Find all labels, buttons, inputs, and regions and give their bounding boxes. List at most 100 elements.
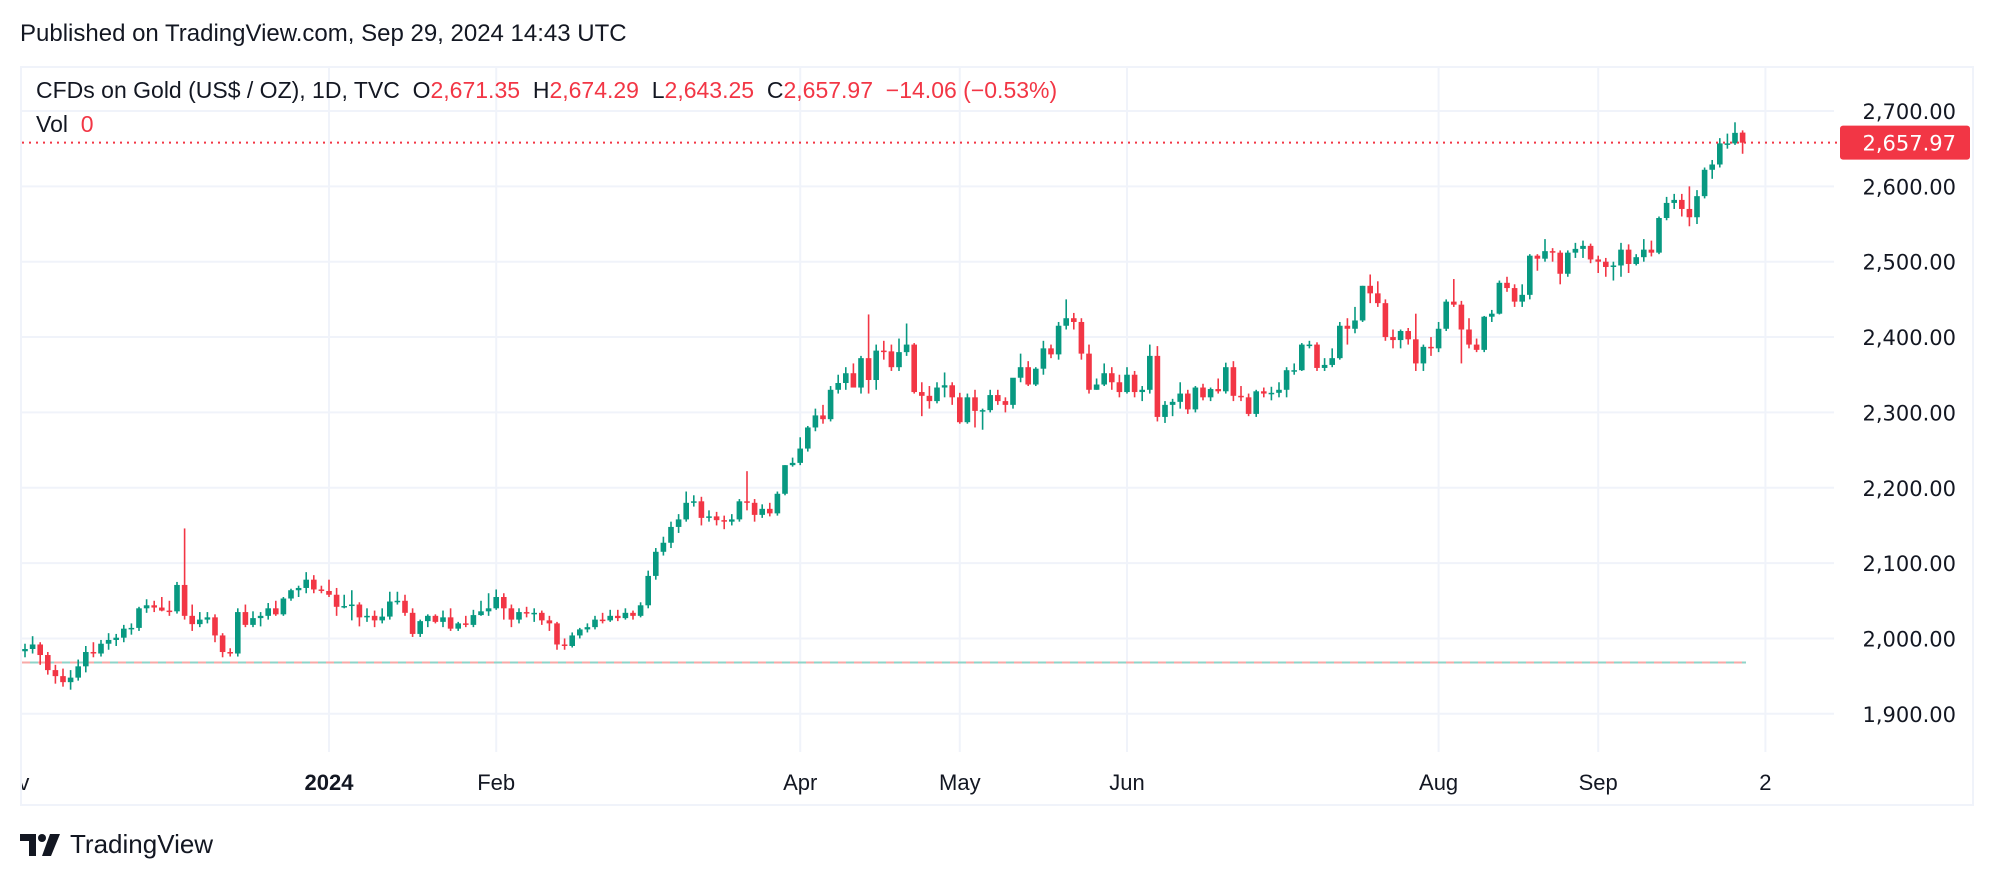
candle-down[interactable] bbox=[273, 608, 279, 615]
candle-down[interactable] bbox=[713, 516, 720, 521]
candle-up[interactable] bbox=[584, 627, 591, 630]
candle-down[interactable] bbox=[409, 612, 416, 634]
candle-up[interactable] bbox=[1420, 346, 1427, 364]
candle-down[interactable] bbox=[326, 590, 332, 595]
candle-down[interactable] bbox=[1131, 374, 1138, 393]
candle-up[interactable] bbox=[1040, 348, 1047, 369]
candle-up[interactable] bbox=[105, 639, 112, 644]
candle-down[interactable] bbox=[432, 615, 439, 622]
candle-up[interactable] bbox=[592, 619, 598, 628]
candle-down[interactable] bbox=[1466, 329, 1472, 345]
candle-up[interactable] bbox=[683, 502, 689, 520]
candle-up[interactable] bbox=[622, 612, 629, 619]
candle-up[interactable] bbox=[1162, 404, 1168, 417]
candle-up[interactable] bbox=[75, 666, 81, 678]
candle-up[interactable] bbox=[1709, 164, 1715, 170]
candle-up[interactable] bbox=[387, 601, 393, 617]
candle-up[interactable] bbox=[1207, 389, 1214, 398]
candle-up[interactable] bbox=[873, 350, 879, 380]
candle-up[interactable] bbox=[425, 615, 431, 622]
candle-down[interactable] bbox=[995, 395, 1001, 402]
candle-up[interactable] bbox=[1542, 251, 1548, 259]
candle-down[interactable] bbox=[219, 635, 226, 653]
candle-down[interactable] bbox=[501, 597, 507, 609]
candle-down[interactable] bbox=[1405, 331, 1411, 340]
candle-up[interactable] bbox=[29, 644, 36, 649]
candle-up[interactable] bbox=[858, 358, 864, 388]
candle-up[interactable] bbox=[136, 608, 142, 628]
candle-down[interactable] bbox=[1200, 387, 1206, 398]
candle-up[interactable] bbox=[455, 623, 461, 629]
candle-down[interactable] bbox=[1473, 344, 1480, 350]
candle-down[interactable] bbox=[751, 502, 758, 515]
candle-down[interactable] bbox=[1185, 393, 1191, 410]
candle-down[interactable] bbox=[1504, 282, 1510, 289]
candle-down[interactable] bbox=[1071, 318, 1077, 322]
candle-up[interactable] bbox=[235, 612, 241, 654]
candle-up[interactable] bbox=[1124, 374, 1130, 393]
candle-up[interactable] bbox=[257, 615, 264, 619]
candle-down[interactable] bbox=[318, 589, 325, 591]
candle-down[interactable] bbox=[615, 615, 621, 619]
candle-up[interactable] bbox=[1580, 245, 1586, 249]
candle-up[interactable] bbox=[1671, 199, 1677, 203]
candle-up[interactable] bbox=[691, 501, 697, 503]
candle-up[interactable] bbox=[470, 615, 477, 625]
candle-down[interactable] bbox=[1230, 367, 1237, 396]
candle-up[interactable] bbox=[1169, 401, 1176, 405]
candle-up[interactable] bbox=[440, 617, 446, 622]
candle-up[interactable] bbox=[668, 526, 674, 543]
candle-up[interactable] bbox=[121, 628, 127, 638]
candle-up[interactable] bbox=[288, 590, 294, 599]
candle-up[interactable] bbox=[1223, 367, 1229, 392]
candle-up[interactable] bbox=[1337, 325, 1343, 359]
candle-down[interactable] bbox=[166, 610, 173, 613]
candle-down[interactable] bbox=[888, 351, 895, 368]
candle-up[interactable] bbox=[516, 612, 522, 620]
candle-up[interactable] bbox=[303, 579, 309, 588]
candle-down[interactable] bbox=[463, 623, 469, 625]
candle-down[interactable] bbox=[1413, 339, 1419, 364]
candle-down[interactable] bbox=[356, 604, 363, 618]
candle-up[interactable] bbox=[835, 383, 841, 390]
candle-down[interactable] bbox=[919, 392, 925, 396]
candle-up[interactable] bbox=[485, 608, 492, 612]
candle-up[interactable] bbox=[1291, 370, 1297, 372]
candle-down[interactable] bbox=[159, 607, 165, 611]
candle-up[interactable] bbox=[478, 611, 484, 616]
candle-down[interactable] bbox=[561, 644, 568, 646]
candle-down[interactable] bbox=[820, 415, 826, 420]
candle-up[interactable] bbox=[204, 617, 211, 620]
candle-up[interactable] bbox=[143, 605, 150, 609]
candle-down[interactable] bbox=[949, 385, 955, 398]
candle-up[interactable] bbox=[379, 616, 385, 621]
vol-label[interactable]: Vol bbox=[36, 111, 68, 137]
candle-up[interactable] bbox=[1496, 282, 1503, 314]
candle-up[interactable] bbox=[1192, 387, 1199, 410]
candle-up[interactable] bbox=[736, 501, 743, 520]
candle-down[interactable] bbox=[1215, 389, 1221, 392]
candle-up[interactable] bbox=[941, 385, 948, 388]
candle-up[interactable] bbox=[1633, 257, 1639, 264]
candle-down[interactable] bbox=[1154, 355, 1161, 417]
candle-up[interactable] bbox=[577, 629, 583, 636]
candle-down[interactable] bbox=[90, 652, 97, 654]
candle-up[interactable] bbox=[1329, 358, 1335, 365]
candle-up[interactable] bbox=[759, 508, 765, 515]
candle-up[interactable] bbox=[265, 608, 271, 616]
candle-up[interactable] bbox=[843, 373, 849, 384]
candle-down[interactable] bbox=[1382, 303, 1389, 338]
candle-up[interactable] bbox=[128, 627, 135, 630]
tradingview-logo[interactable]: TradingView bbox=[20, 829, 213, 860]
candle-up[interactable] bbox=[1656, 217, 1662, 253]
candle-down[interactable] bbox=[881, 350, 887, 353]
candle-up[interactable] bbox=[1352, 320, 1358, 329]
candle-down[interactable] bbox=[1375, 293, 1381, 304]
candle-down[interactable] bbox=[1587, 245, 1594, 260]
candle-down[interactable] bbox=[227, 652, 233, 654]
candle-up[interactable] bbox=[250, 618, 256, 625]
candle-up[interactable] bbox=[645, 575, 651, 606]
candle-up[interactable] bbox=[789, 462, 796, 466]
candle-up[interactable] bbox=[1139, 389, 1145, 393]
candle-up[interactable] bbox=[729, 519, 735, 522]
